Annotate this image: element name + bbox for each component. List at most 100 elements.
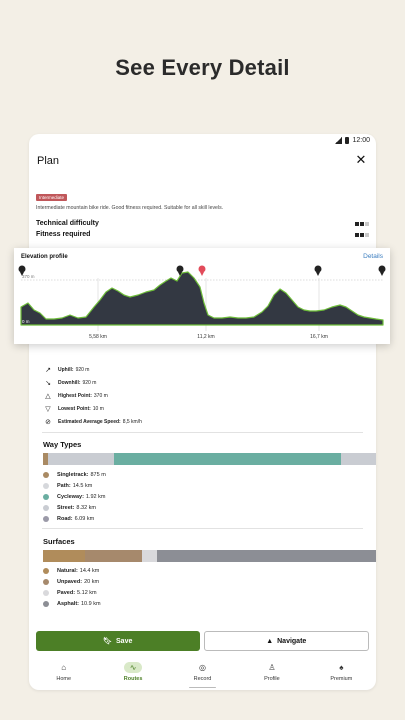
difficulty-badge: Intermediate <box>36 194 68 201</box>
status-bar: 12:00 <box>29 134 376 150</box>
bookmark-icon: 🔖︎ <box>103 638 113 645</box>
promo-headline: See Every Detail <box>115 55 290 80</box>
legend-dot-icon <box>43 471 49 478</box>
y-bottom-label: 0 m <box>22 319 30 324</box>
legend-item: Asphalt: 10.9 km <box>43 598 101 609</box>
legend-dot-icon <box>43 493 49 500</box>
legend-dot-icon <box>43 578 49 585</box>
signal-icon <box>335 137 343 144</box>
nav-tab-label: Home <box>56 676 72 682</box>
bar-segment <box>43 550 85 562</box>
stat-value: 8,5 km/h <box>122 418 142 425</box>
navigate-label: Navigate <box>277 637 307 645</box>
legend-label: Paved: <box>57 589 76 596</box>
routes-icon: ∿ <box>124 662 143 673</box>
phone-screen: 12:00 Plan ✕ Intermediate Intermediate m… <box>29 134 376 690</box>
stat-value: 920 m <box>75 366 90 373</box>
surfaces-bar <box>43 550 376 562</box>
way-types-legend: Singletrack: 875 m Path: 14.5 km Cycleway: 1.… <box>43 469 106 524</box>
stats-list: ↗ Uphill: 920 m ↘ Downhill: 920 m △ Highest Poi… <box>43 363 142 428</box>
legend-value: 8.32 km <box>76 504 96 511</box>
close-icon[interactable]: ✕ <box>355 152 367 167</box>
triangle-up-icon: △ <box>45 392 51 400</box>
legend-label: Asphalt: <box>57 600 79 607</box>
details-link[interactable]: Details <box>363 253 383 260</box>
legend-label: Path: <box>57 482 71 489</box>
stat-row: ▽ Lowest Point: 10 m <box>43 402 142 415</box>
legend-label: Singletrack: <box>57 471 89 478</box>
stat-row: ↘ Downhill: 920 m <box>43 376 142 389</box>
x-tick-label: 5,58 km <box>89 334 107 340</box>
y-top-label: 370 m <box>22 274 35 279</box>
legend-label: Road: <box>57 515 73 522</box>
save-button[interactable]: 🔖︎ Save <box>36 631 200 651</box>
stat-row: △ Highest Point: 370 m <box>43 389 142 402</box>
elevation-chart[interactable]: 370 m 0 m <box>14 263 390 333</box>
legend-dot-icon <box>43 567 49 574</box>
legend-value: 14.5 km <box>72 482 93 489</box>
triangle-down-icon: ▽ <box>45 405 51 413</box>
finish-pin-icon[interactable] <box>378 265 386 277</box>
bottom-navigation: ⌂ Home ∿ Routes ◎ Record ♙ Profile ♠ Premium <box>29 654 376 690</box>
legend-dot-icon <box>43 504 49 511</box>
stat-label: Estimated Average Speed: <box>58 418 121 425</box>
nav-tab-profile[interactable]: ♙ Profile <box>237 654 306 690</box>
home-indicator <box>189 686 216 688</box>
record-icon: ◎ <box>199 663 206 672</box>
surfaces-legend: Natural: 14.4 km Unpaved: 20 km Paved: 5.12 k… <box>43 565 101 609</box>
legend-label: Unpaved: <box>57 578 83 585</box>
legend-dot-icon <box>43 589 49 596</box>
profile-icon: ♙ <box>268 663 276 672</box>
highlight-pin-icon[interactable] <box>198 265 206 277</box>
bar-segment <box>141 550 157 562</box>
start-pin-icon[interactable] <box>18 265 26 277</box>
bar-segment <box>43 453 48 465</box>
nav-tab-routes[interactable]: ∿ Routes <box>98 654 167 690</box>
x-tick-label: 16,7 km <box>310 334 328 340</box>
bar-segment <box>114 453 341 465</box>
legend-value: 875 m <box>90 471 106 478</box>
legend-value: 6.09 km <box>74 515 95 522</box>
rating-label: Fitness required <box>36 231 91 238</box>
rating-technical: Technical difficulty <box>36 220 369 230</box>
stat-value: 10 m <box>92 405 104 412</box>
elevation-profile-card[interactable]: Elevation profile Details 370 m 0 m 5,58… <box>14 248 390 344</box>
premium-icon: ♠ <box>339 663 344 672</box>
waypoint-pin-icon[interactable] <box>314 265 322 277</box>
rating-bars <box>355 222 369 226</box>
nav-tab-home[interactable]: ⌂ Home <box>29 654 98 690</box>
way-types-bar <box>43 453 376 465</box>
nav-tab-label: Routes <box>123 676 143 682</box>
nav-tab-label: Premium <box>330 676 353 682</box>
nav-tab-premium[interactable]: ♠ Premium <box>307 654 376 690</box>
surfaces-title: Surfaces <box>43 537 75 546</box>
nav-tab-record[interactable]: ◎ Record <box>168 654 237 690</box>
legend-item: Street: 8.32 km <box>43 502 106 513</box>
x-tick-label: 11,2 km <box>197 334 215 340</box>
nav-tab-label: Profile <box>264 676 280 682</box>
way-types-title: Way Types <box>43 440 82 449</box>
bar-segment <box>47 453 115 465</box>
rating-label: Technical difficulty <box>36 220 99 227</box>
legend-item: Cycleway: 1.92 km <box>43 491 106 502</box>
legend-dot-icon <box>43 482 49 489</box>
legend-label: Natural: <box>57 567 78 574</box>
elevation-title: Elevation profile <box>21 254 68 260</box>
stat-label: Highest Point: <box>58 392 92 399</box>
legend-dot-icon <box>43 600 49 607</box>
legend-value: 14.4 km <box>79 567 100 574</box>
navigation-arrow-icon: ▲ <box>266 637 274 645</box>
tour-description: Intermediate mountain bike ride. Good fi… <box>36 205 224 211</box>
save-label: Save <box>116 637 133 645</box>
divider <box>42 528 363 529</box>
legend-item: Natural: 14.4 km <box>43 565 101 576</box>
nav-tab-label: Record <box>193 676 212 682</box>
arrow-up-right-icon: ↗ <box>45 366 51 374</box>
waypoint-pin-icon[interactable] <box>176 265 184 277</box>
bar-segment <box>84 550 142 562</box>
legend-value: 20 km <box>84 578 100 585</box>
navigate-button[interactable]: ▲ Navigate <box>203 631 369 651</box>
status-time: 12:00 <box>352 137 370 144</box>
legend-label: Street: <box>57 504 75 511</box>
legend-item: Singletrack: 875 m <box>43 469 106 480</box>
